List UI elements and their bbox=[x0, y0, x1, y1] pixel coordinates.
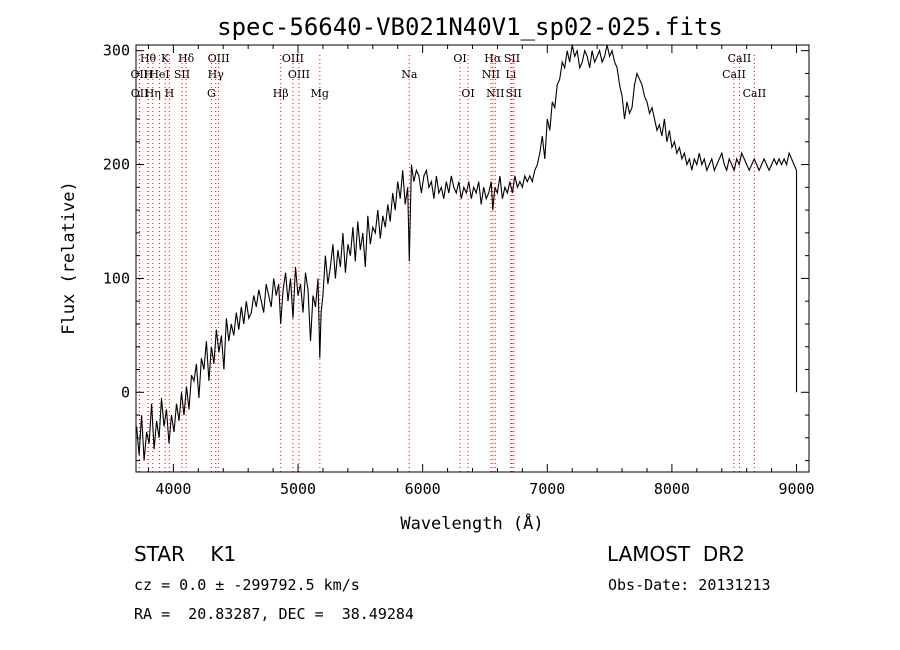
line-marker-label-20: Hη bbox=[145, 87, 161, 100]
x-tick-label-3: 7000 bbox=[529, 480, 565, 498]
spectrum-line-0 bbox=[136, 44, 798, 461]
line-marker-label-12: SII bbox=[174, 68, 190, 81]
line-marker-label-23: Hβ bbox=[273, 87, 289, 100]
line-marker-label-25: OI bbox=[461, 87, 474, 100]
line-marker-label-18: CaII bbox=[722, 68, 746, 81]
x-tick-label-5: 9000 bbox=[778, 480, 814, 498]
line-marker-label-2: Hδ bbox=[178, 52, 195, 65]
obs-date: Obs-Date: 20131213 bbox=[608, 576, 771, 594]
x-axis-label: Wavelength (Å) bbox=[400, 512, 543, 534]
redshift-readout: cz = 0.0 ± -299792.5 km/s bbox=[134, 576, 360, 594]
line-marker-label-5: OI bbox=[453, 52, 466, 65]
line-marker-label-6: Hα bbox=[484, 52, 502, 65]
survey-name: LAMOST DR2 bbox=[607, 542, 745, 566]
y-tick-label-3: 300 bbox=[103, 42, 130, 60]
line-marker-label-4: OIII bbox=[282, 52, 304, 65]
axes: 4000 5000 6000 7000 8000 9000 0 100 200 300 bbox=[103, 42, 815, 498]
y-axis-label: Flux (relative) bbox=[59, 181, 79, 335]
x-tick-label-2: 6000 bbox=[405, 480, 441, 498]
x-tick-label-1: 5000 bbox=[280, 480, 316, 498]
line-marker-label-28: CaII bbox=[743, 87, 767, 100]
x-tick-label-0: 4000 bbox=[155, 480, 191, 498]
plot-frame bbox=[135, 44, 810, 473]
y-tick-label-1: 100 bbox=[103, 269, 130, 287]
line-marker-label-11: HeI bbox=[149, 68, 169, 81]
line-marker-label-27: SII bbox=[506, 87, 522, 100]
y-tick-label-0: 0 bbox=[121, 383, 130, 401]
line-marker-label-16: NII bbox=[482, 68, 500, 81]
x-tick-label-4: 8000 bbox=[654, 480, 690, 498]
line-marker-label-13: Hγ bbox=[208, 68, 225, 81]
chart-title: spec-56640-VB021N40V1_sp02-025.fits bbox=[217, 13, 723, 41]
line-marker-label-14: OIII bbox=[288, 68, 310, 81]
line-marker-label-1: K bbox=[161, 52, 170, 65]
line-marker-label-21: H bbox=[165, 87, 175, 100]
line-marker-label-9: OII bbox=[131, 68, 149, 81]
object-class: STAR K1 bbox=[134, 542, 237, 566]
line-marker-label-8: CaII bbox=[728, 52, 752, 65]
line-marker-label-19: OII bbox=[131, 87, 149, 100]
spectrum-series bbox=[136, 44, 798, 461]
line-marker-label-15: Na bbox=[401, 68, 418, 81]
coordinates: RA = 20.83287, DEC = 38.49284 bbox=[134, 605, 414, 623]
line-marker-label-26: NII bbox=[486, 87, 504, 100]
line-marker-label-7: SII bbox=[504, 52, 520, 65]
line-marker-label-10: H bbox=[143, 68, 153, 81]
line-marker-label-22: G bbox=[207, 87, 216, 100]
line-marker-label-3: OIII bbox=[208, 52, 230, 65]
line-marker-label-24: Mg bbox=[311, 87, 329, 100]
y-tick-label-2: 200 bbox=[103, 156, 130, 174]
line-marker-label-17: Li bbox=[505, 68, 516, 81]
